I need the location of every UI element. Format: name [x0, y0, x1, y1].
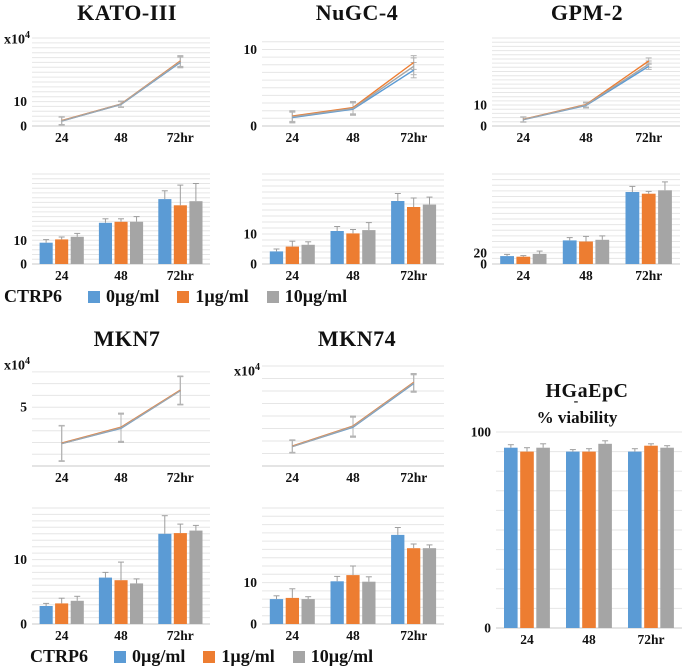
svg-text:0: 0	[250, 257, 257, 272]
y-axis-unit-label: x104	[4, 356, 30, 374]
legend-bottom: CTRP6 0µg/ml 1µg/ml 10µg/ml	[30, 646, 373, 667]
legend-ctrp6-label: CTRP6	[30, 646, 88, 666]
svg-text:0: 0	[480, 257, 487, 272]
legend-label-0ug: 0µg/ml	[106, 286, 160, 306]
svg-text:24: 24	[517, 130, 531, 145]
svg-text:10: 10	[244, 227, 258, 242]
legend-label-1ug: 1µg/ml	[195, 286, 249, 306]
svg-text:24: 24	[286, 268, 300, 283]
svg-text:24: 24	[55, 470, 69, 485]
svg-text:100: 100	[471, 425, 492, 440]
legend-entry-0ug: 0µg/ml	[114, 646, 185, 667]
kato-iii-line-chart: 0 10 24 48 72hr	[2, 28, 220, 151]
mkn7-bar-chart: 0 10 24 48 72hr	[2, 500, 220, 651]
chart-title-gpm-2: GPM-2	[550, 0, 624, 25]
svg-text:10: 10	[474, 98, 488, 113]
chart-title-mkn7: MKN7	[93, 326, 161, 351]
legend-swatch-0ug-icon	[88, 290, 100, 303]
legend-swatch-10ug-icon	[292, 650, 305, 663]
svg-text:10: 10	[244, 575, 258, 590]
svg-text:5: 5	[20, 400, 27, 415]
chart-title-nugc-4: NuGC-4	[315, 0, 399, 25]
legend-swatch-10ug-icon	[266, 290, 279, 303]
svg-text:48: 48	[114, 628, 128, 643]
hgaepc-bar-chart: 0 100 24 48 72hr	[462, 420, 690, 657]
svg-text:72hr: 72hr	[167, 628, 194, 643]
mkn74-line-chart: 24 48 72hr	[232, 356, 456, 493]
legend-entry-0ug: 0µg/ml	[88, 286, 159, 307]
svg-text:0: 0	[484, 621, 491, 636]
svg-text:72hr: 72hr	[635, 268, 662, 283]
svg-text:48: 48	[346, 130, 360, 145]
svg-text:0: 0	[20, 119, 27, 134]
chart-title-mkn74: MKN74	[317, 326, 397, 351]
legend-label-0ug: 0µg/ml	[132, 646, 186, 666]
svg-text:24: 24	[520, 632, 534, 647]
svg-text:48: 48	[579, 130, 593, 145]
legend-swatch-0ug-icon	[114, 650, 126, 663]
chart-title-kato-iii: KATO-III	[77, 0, 177, 25]
svg-text:10: 10	[14, 552, 28, 567]
svg-text:24: 24	[286, 470, 300, 485]
legend-swatch-1ug-icon	[203, 650, 216, 663]
svg-text:72hr: 72hr	[400, 130, 427, 145]
kato-iii-bar-chart: 0 10 24 48 72hr	[2, 166, 220, 289]
svg-text:0: 0	[20, 257, 27, 272]
legend-top: CTRP6 0µg/ml 1µg/ml 10µg/ml	[4, 286, 347, 307]
svg-text:72hr: 72hr	[167, 470, 194, 485]
svg-text:10: 10	[14, 233, 28, 248]
svg-text:72hr: 72hr	[638, 632, 665, 647]
svg-text:72hr: 72hr	[167, 268, 194, 283]
legend-entry-1ug: 1µg/ml	[177, 286, 249, 307]
legend-ctrp6-label: CTRP6	[4, 286, 62, 306]
nugc-4-line-chart: 0 10 24 48 72hr	[232, 28, 456, 151]
nugc-4-bar-chart: 0 10 24 48 72hr	[232, 166, 456, 289]
legend-entry-10ug: 10µg/ml	[292, 646, 374, 667]
svg-text:24: 24	[55, 268, 69, 283]
gpm-2-line-chart: 0 10 24 48 72hr	[462, 28, 690, 151]
legend-label-1ug: 1µg/ml	[221, 646, 275, 666]
svg-text:0: 0	[20, 617, 27, 632]
svg-text:72hr: 72hr	[400, 470, 427, 485]
mkn74-bar-chart: 0 10 24 48 72hr	[232, 500, 456, 651]
svg-text:48: 48	[114, 130, 128, 145]
svg-text:48: 48	[582, 632, 596, 647]
hgaepc-subtitle: % viability	[536, 408, 618, 427]
svg-text:48: 48	[114, 268, 128, 283]
svg-text:0: 0	[250, 617, 257, 632]
svg-text:48: 48	[579, 268, 593, 283]
svg-text:10: 10	[14, 94, 28, 109]
legend-swatch-1ug-icon	[177, 290, 190, 303]
legend-entry-10ug: 10µg/ml	[266, 286, 348, 307]
stray-dash: -	[573, 394, 579, 409]
svg-text:10: 10	[244, 42, 258, 57]
mkn7-line-chart: 5 24 48 72hr	[2, 356, 220, 493]
legend-entry-1ug: 1µg/ml	[203, 646, 275, 667]
svg-text:48: 48	[346, 268, 360, 283]
svg-text:24: 24	[55, 628, 69, 643]
svg-text:0: 0	[480, 119, 487, 134]
y-axis-unit-label: x104	[4, 30, 30, 48]
legend-label-10ug: 10µg/ml	[284, 286, 348, 306]
gpm-2-bar-chart: 0 20 24 48 72hr	[462, 166, 690, 289]
svg-text:72hr: 72hr	[400, 268, 427, 283]
svg-text:48: 48	[114, 470, 128, 485]
svg-text:24: 24	[517, 268, 531, 283]
svg-text:48: 48	[346, 628, 360, 643]
chart-title-hgaepc: HGaEpC	[545, 380, 629, 402]
svg-text:72hr: 72hr	[167, 130, 194, 145]
svg-text:24: 24	[55, 130, 69, 145]
svg-text:24: 24	[286, 130, 300, 145]
svg-text:20: 20	[474, 245, 488, 260]
svg-text:72hr: 72hr	[635, 130, 662, 145]
svg-text:24: 24	[286, 628, 300, 643]
svg-text:48: 48	[346, 470, 360, 485]
legend-label-10ug: 10µg/ml	[310, 646, 374, 666]
svg-text:0: 0	[250, 119, 257, 134]
y-axis-unit-label: x104	[234, 362, 260, 380]
svg-text:72hr: 72hr	[400, 628, 427, 643]
